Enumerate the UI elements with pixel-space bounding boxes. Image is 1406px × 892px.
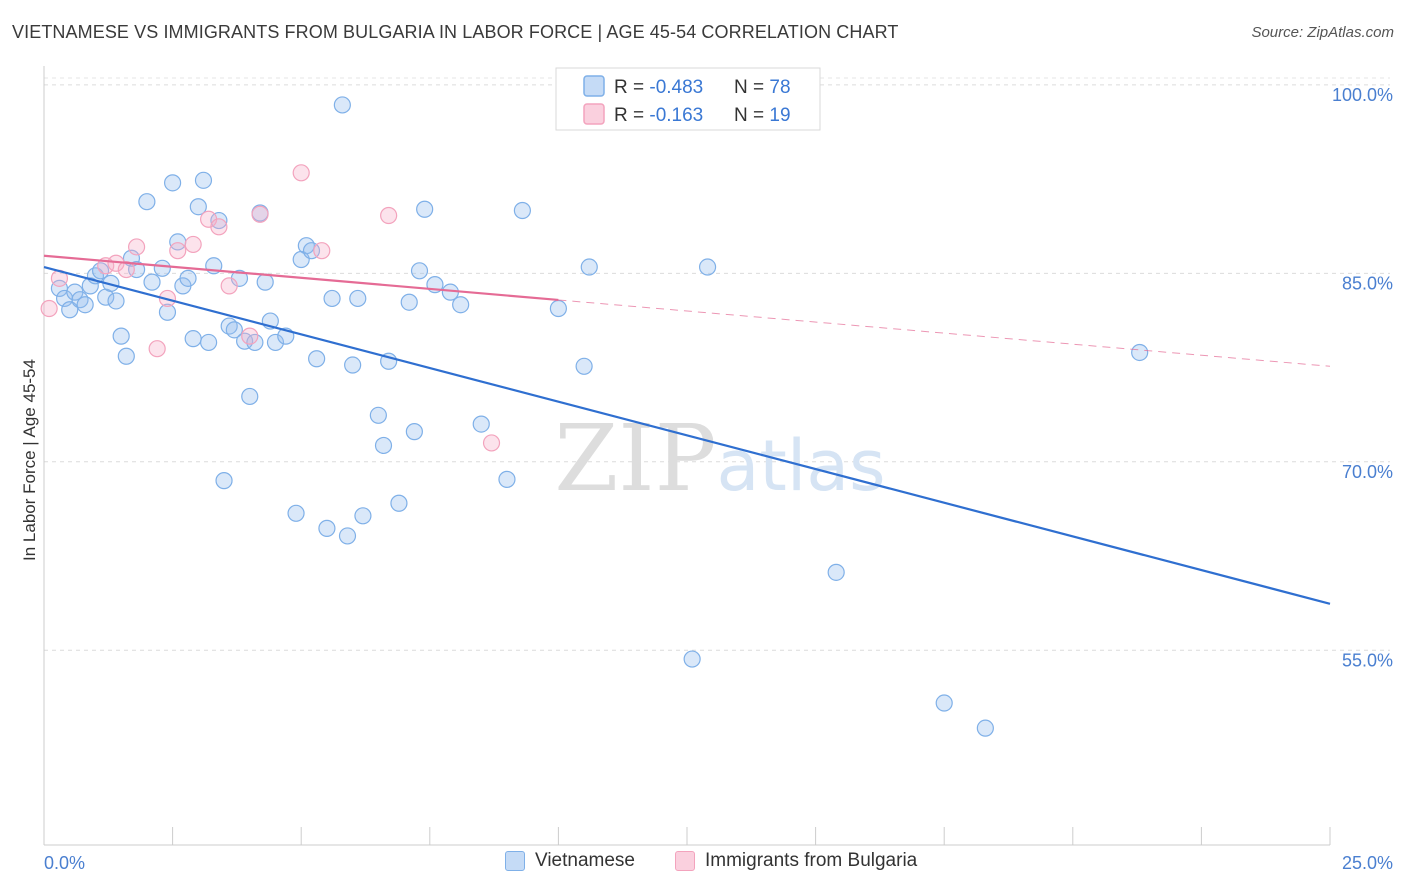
- stats-legend-row: R = -0.483 N = 78: [614, 77, 791, 98]
- point-vietnamese: [698, 258, 717, 276]
- point-vietnamese: [472, 415, 490, 433]
- point-vietnamese: [452, 296, 470, 314]
- point-vietnamese: [107, 292, 125, 310]
- bottom-legend: Vietnamese Immigrants from Bulgaria: [0, 850, 1406, 880]
- point-vietnamese: [189, 198, 207, 216]
- point-bulgaria: [251, 205, 269, 223]
- point-vietnamese: [400, 293, 418, 311]
- point-bulgaria: [220, 277, 238, 295]
- point-vietnamese: [333, 96, 351, 114]
- trend-line-bulgaria-dashed: [558, 299, 1331, 367]
- point-bulgaria: [241, 327, 259, 345]
- y-tick-label: 100.0%: [1332, 85, 1393, 105]
- stats-legend-swatch: [583, 75, 605, 97]
- trend-line-bulgaria: [43, 254, 559, 302]
- point-vietnamese: [143, 273, 161, 291]
- point-vietnamese: [179, 269, 197, 287]
- point-vietnamese: [76, 296, 94, 314]
- point-vietnamese: [344, 356, 362, 374]
- point-vietnamese: [215, 472, 233, 490]
- point-vietnamese: [349, 289, 367, 308]
- point-bulgaria: [482, 434, 501, 452]
- point-vietnamese: [184, 330, 202, 348]
- point-vietnamese: [256, 273, 274, 291]
- point-vietnamese: [164, 174, 182, 192]
- point-bulgaria: [292, 164, 310, 182]
- point-vietnamese: [266, 333, 285, 352]
- point-vietnamese: [71, 291, 89, 309]
- point-vietnamese: [112, 327, 130, 345]
- point-vietnamese: [323, 289, 341, 308]
- point-bulgaria: [380, 206, 398, 225]
- point-vietnamese: [297, 237, 315, 255]
- point-bulgaria: [40, 299, 58, 318]
- point-vietnamese: [513, 201, 531, 220]
- point-bulgaria: [169, 242, 187, 260]
- x-tick-label-max: 25.0%: [1342, 853, 1393, 873]
- chart-title: VIETNAMESE VS IMMIGRANTS FROM BULGARIA I…: [12, 22, 899, 42]
- point-vietnamese: [369, 406, 387, 424]
- legend-label-bulgaria: Immigrants from Bulgaria: [705, 850, 918, 871]
- point-vietnamese: [200, 333, 218, 352]
- trend-line-vietnamese: [43, 265, 1331, 605]
- legend-item-bulgaria[interactable]: Immigrants from Bulgaria: [675, 850, 917, 872]
- point-vietnamese: [416, 200, 434, 218]
- watermark: ZIPatlas: [554, 405, 885, 512]
- chart-source: Source: ZipAtlas.com: [1251, 24, 1394, 41]
- point-vietnamese: [498, 470, 516, 488]
- legend-swatch-vietnamese: [505, 851, 525, 871]
- point-vietnamese: [117, 347, 135, 365]
- point-vietnamese: [683, 650, 701, 668]
- point-vietnamese: [549, 299, 568, 318]
- point-vietnamese: [287, 504, 305, 522]
- point-vietnamese: [61, 301, 79, 319]
- point-vietnamese: [580, 258, 598, 276]
- point-vietnamese: [91, 262, 110, 280]
- legend-item-vietnamese[interactable]: Vietnamese: [505, 850, 635, 872]
- point-vietnamese: [575, 357, 593, 375]
- point-vietnamese: [374, 436, 393, 455]
- point-bulgaria: [127, 238, 146, 256]
- point-vietnamese: [81, 277, 99, 295]
- point-vietnamese: [318, 519, 336, 537]
- y-tick-label: 70.0%: [1342, 462, 1393, 482]
- point-vietnamese: [158, 303, 177, 321]
- point-vietnamese: [827, 563, 845, 581]
- point-vietnamese: [354, 507, 372, 525]
- point-vietnamese: [194, 171, 213, 189]
- point-vietnamese: [225, 321, 243, 339]
- y-tick-label: 85.0%: [1342, 273, 1393, 293]
- point-vietnamese: [153, 259, 171, 277]
- point-vietnamese: [1131, 343, 1149, 362]
- point-vietnamese: [935, 694, 953, 712]
- point-vietnamese: [405, 423, 423, 441]
- point-bulgaria: [313, 242, 331, 260]
- stats-legend-row: R = -0.163 N = 19: [614, 105, 791, 126]
- y-tick-label: 55.0%: [1342, 650, 1393, 670]
- point-vietnamese: [976, 719, 994, 737]
- point-bulgaria: [184, 235, 202, 254]
- x-tick-label-min: 0.0%: [44, 853, 85, 873]
- point-vietnamese: [410, 262, 429, 280]
- legend-label-vietnamese: Vietnamese: [535, 850, 635, 871]
- point-vietnamese: [308, 350, 326, 368]
- stats-legend-swatch: [583, 103, 605, 125]
- point-vietnamese: [241, 387, 259, 406]
- point-vietnamese: [138, 193, 156, 211]
- point-bulgaria: [210, 218, 228, 236]
- legend-swatch-bulgaria: [675, 851, 695, 871]
- point-bulgaria: [117, 260, 135, 279]
- point-bulgaria: [148, 340, 166, 358]
- point-vietnamese: [390, 494, 408, 512]
- point-vietnamese: [338, 527, 357, 545]
